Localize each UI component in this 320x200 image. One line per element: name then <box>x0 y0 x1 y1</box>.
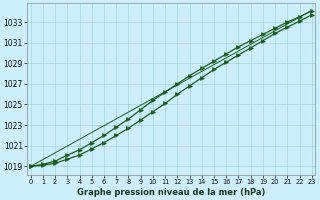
X-axis label: Graphe pression niveau de la mer (hPa): Graphe pression niveau de la mer (hPa) <box>77 188 266 197</box>
